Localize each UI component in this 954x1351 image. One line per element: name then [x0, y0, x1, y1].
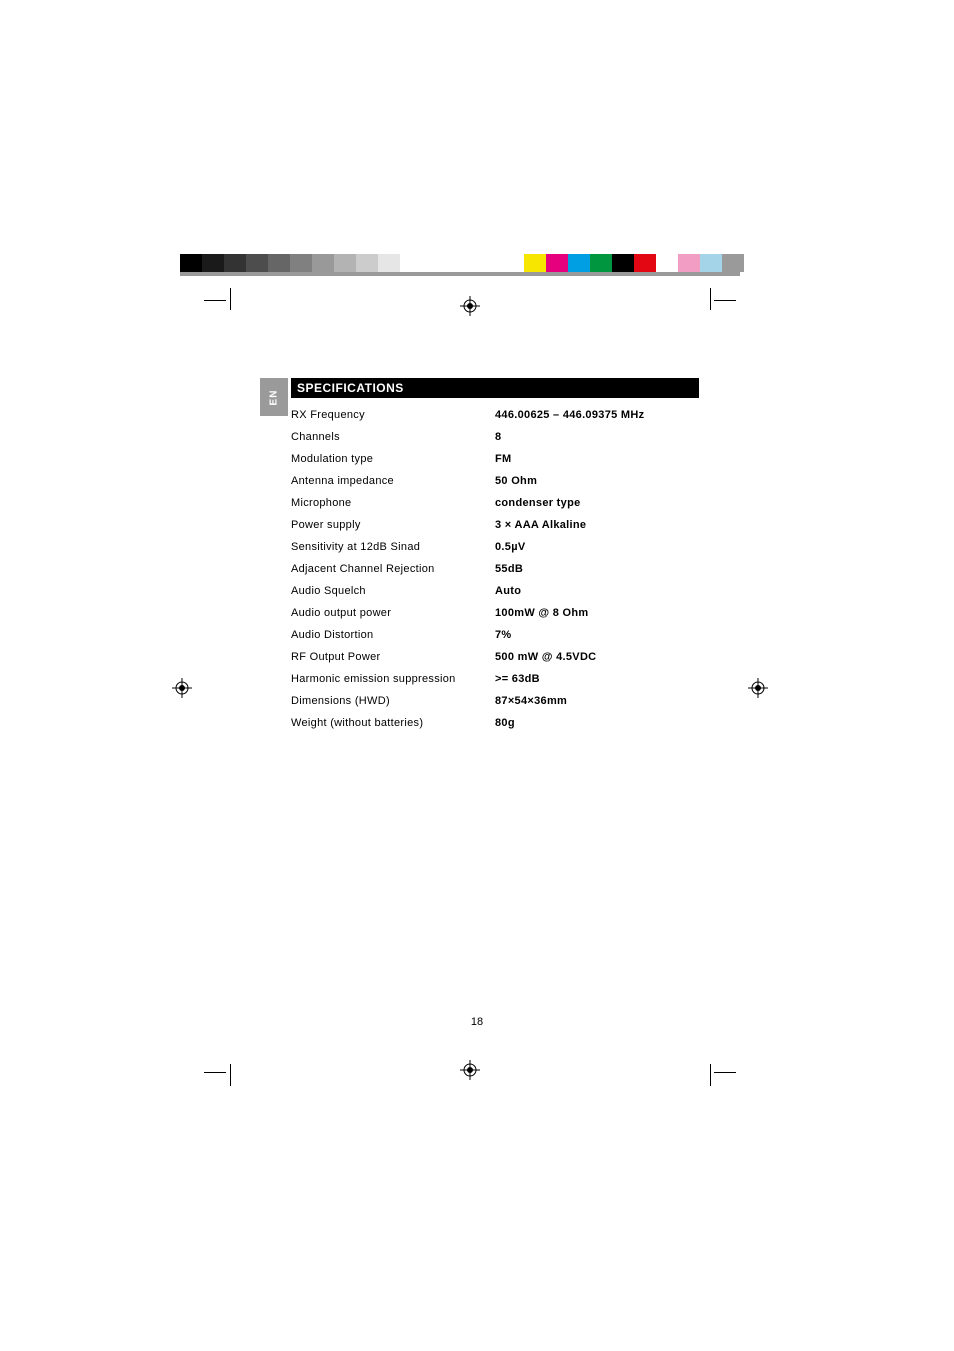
color-swatch — [290, 254, 312, 272]
color-swatch — [312, 254, 334, 272]
crop-mark — [714, 1072, 736, 1073]
spec-value: Auto — [495, 580, 699, 602]
page-number: 18 — [0, 1016, 954, 1028]
spec-label: Harmonic emission suppression — [291, 668, 495, 690]
crop-mark — [230, 1064, 231, 1086]
colorbar-grayscale — [180, 254, 422, 272]
page: EN SPECIFICATIONS RX Frequency446.00625 … — [0, 0, 954, 1351]
crop-mark — [714, 300, 736, 301]
table-row: Audio Distortion7% — [291, 624, 699, 646]
color-swatch — [400, 254, 422, 272]
crop-mark — [230, 288, 231, 310]
spec-value: 80g — [495, 712, 699, 734]
spec-label: Audio Distortion — [291, 624, 495, 646]
color-swatch — [524, 254, 546, 272]
spec-label: Adjacent Channel Rejection — [291, 558, 495, 580]
table-row: Adjacent Channel Rejection55dB — [291, 558, 699, 580]
crop-mark — [710, 1064, 711, 1086]
spec-value: condenser type — [495, 492, 699, 514]
table-row: Weight (without batteries)80g — [291, 712, 699, 734]
table-row: RF Output Power500 mW @ 4.5VDC — [291, 646, 699, 668]
crop-mark — [710, 288, 711, 310]
color-swatch — [334, 254, 356, 272]
registration-mark-icon — [748, 678, 768, 698]
spec-label: RX Frequency — [291, 404, 495, 426]
table-row: Sensitivity at 12dB Sinad0.5µV — [291, 536, 699, 558]
color-swatch — [568, 254, 590, 272]
registration-mark-icon — [460, 1060, 480, 1080]
spec-value: 87×54×36mm — [495, 690, 699, 712]
table-row: Harmonic emission suppression>= 63dB — [291, 668, 699, 690]
color-swatch — [590, 254, 612, 272]
spec-label: Modulation type — [291, 448, 495, 470]
spec-value: 7% — [495, 624, 699, 646]
registration-mark-icon — [172, 678, 192, 698]
spec-label: Weight (without batteries) — [291, 712, 495, 734]
table-row: Channels8 — [291, 426, 699, 448]
spec-label: Audio output power — [291, 602, 495, 624]
section-heading: SPECIFICATIONS — [291, 378, 699, 398]
spec-value: 0.5µV — [495, 536, 699, 558]
top-rule — [180, 272, 740, 276]
registration-mark-icon — [460, 296, 480, 316]
table-row: Audio output power100mW @ 8 Ohm — [291, 602, 699, 624]
heading-text: SPECIFICATIONS — [297, 381, 404, 395]
spec-value: 3 × AAA Alkaline — [495, 514, 699, 536]
spec-value: 50 Ohm — [495, 470, 699, 492]
spec-label: RF Output Power — [291, 646, 495, 668]
color-swatch — [678, 254, 700, 272]
crop-mark — [204, 300, 226, 301]
table-row: Microphonecondenser type — [291, 492, 699, 514]
color-swatch — [612, 254, 634, 272]
colorbar-color — [524, 254, 744, 272]
table-row: Modulation typeFM — [291, 448, 699, 470]
color-swatch — [202, 254, 224, 272]
table-row: Dimensions (HWD)87×54×36mm — [291, 690, 699, 712]
spec-value: 55dB — [495, 558, 699, 580]
spec-label: Sensitivity at 12dB Sinad — [291, 536, 495, 558]
spec-value: 500 mW @ 4.5VDC — [495, 646, 699, 668]
color-swatch — [634, 254, 656, 272]
spec-value: FM — [495, 448, 699, 470]
content-area: SPECIFICATIONS RX Frequency446.00625 – 4… — [291, 378, 699, 734]
color-swatch — [224, 254, 246, 272]
table-row: RX Frequency446.00625 – 446.09375 MHz — [291, 404, 699, 426]
spec-label: Power supply — [291, 514, 495, 536]
color-swatch — [378, 254, 400, 272]
table-row: Antenna impedance50 Ohm — [291, 470, 699, 492]
spec-label: Antenna impedance — [291, 470, 495, 492]
language-label: EN — [269, 389, 280, 405]
color-swatch — [656, 254, 678, 272]
color-swatch — [546, 254, 568, 272]
spec-value: 100mW @ 8 Ohm — [495, 602, 699, 624]
spec-label: Microphone — [291, 492, 495, 514]
table-row: Power supply3 × AAA Alkaline — [291, 514, 699, 536]
spec-label: Channels — [291, 426, 495, 448]
spec-value: 8 — [495, 426, 699, 448]
color-swatch — [246, 254, 268, 272]
table-row: Audio SquelchAuto — [291, 580, 699, 602]
spec-value: >= 63dB — [495, 668, 699, 690]
color-swatch — [268, 254, 290, 272]
color-swatch — [180, 254, 202, 272]
color-swatch — [356, 254, 378, 272]
spec-value: 446.00625 – 446.09375 MHz — [495, 404, 699, 426]
color-swatch — [700, 254, 722, 272]
specifications-table: RX Frequency446.00625 – 446.09375 MHzCha… — [291, 404, 699, 734]
language-tab: EN — [260, 378, 288, 416]
color-swatch — [722, 254, 744, 272]
spec-label: Audio Squelch — [291, 580, 495, 602]
crop-mark — [204, 1072, 226, 1073]
spec-label: Dimensions (HWD) — [291, 690, 495, 712]
